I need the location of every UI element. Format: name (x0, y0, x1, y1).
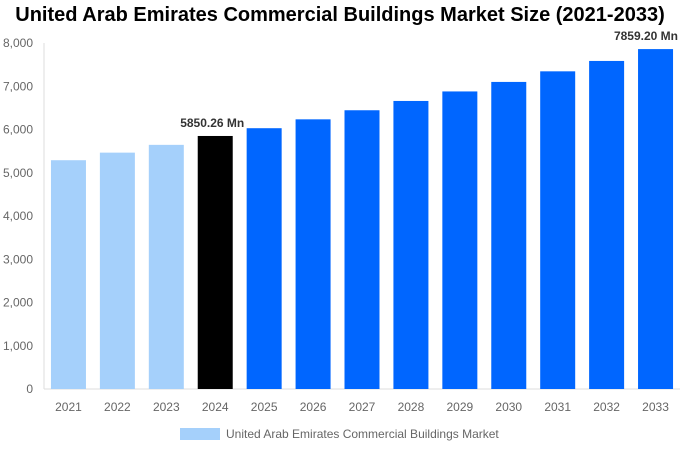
bar-2030[interactable] (491, 81, 527, 390)
y-tick-label: 5,000 (3, 166, 33, 180)
bar-2029[interactable] (442, 91, 478, 389)
x-tick-label: 2031 (544, 400, 571, 414)
y-tick-label: 8,000 (3, 36, 33, 50)
data-label-2024: 5850.26 Mn (180, 116, 244, 130)
x-tick-label: 2030 (495, 400, 522, 414)
bar-2028[interactable] (393, 100, 429, 389)
x-tick-label: 2026 (300, 400, 327, 414)
bar-2032[interactable] (589, 60, 625, 389)
y-tick-label: 2,000 (3, 296, 33, 310)
y-tick-label: 3,000 (3, 252, 33, 266)
bar-2024[interactable] (197, 135, 233, 389)
y-tick-label: 6,000 (3, 123, 33, 137)
legend-swatch (180, 428, 220, 440)
bar-2025[interactable] (246, 128, 282, 389)
x-tick-label: 2027 (349, 400, 376, 414)
bar-2022[interactable] (99, 152, 135, 389)
x-tick-label: 2028 (398, 400, 425, 414)
legend-label: United Arab Emirates Commercial Building… (226, 427, 499, 441)
x-tick-label: 2023 (153, 400, 180, 414)
x-tick-label: 2032 (593, 400, 620, 414)
bar-2031[interactable] (540, 71, 576, 390)
x-tick-label: 2024 (202, 400, 229, 414)
bar-2033[interactable] (638, 49, 674, 389)
x-tick-label: 2025 (251, 400, 278, 414)
chart-title: United Arab Emirates Commercial Building… (15, 4, 664, 26)
x-tick-label: 2033 (642, 400, 669, 414)
bars (50, 49, 674, 390)
x-tick-label: 2029 (446, 400, 473, 414)
y-tick-label: 4,000 (3, 209, 33, 223)
y-tick-label: 7,000 (3, 79, 33, 93)
legend[interactable]: United Arab Emirates Commercial Building… (180, 427, 499, 441)
y-tick-label: 1,000 (3, 339, 33, 353)
bar-2026[interactable] (295, 119, 331, 390)
bar-2023[interactable] (148, 144, 184, 389)
x-tick-label: 2021 (55, 400, 82, 414)
x-tick-label: 2022 (104, 400, 131, 414)
bar-2027[interactable] (344, 110, 380, 389)
y-tick-label: 0 (26, 382, 33, 396)
bar-2021[interactable] (50, 160, 86, 389)
x-axis: 2021 2022 2023 2024 2025 2026 2027 2028 2029 2030… (55, 400, 669, 414)
data-label-2033: 7859.20 Mn (614, 29, 678, 43)
data-labels: 5850.26 Mn 7859.20 Mn (180, 29, 678, 130)
